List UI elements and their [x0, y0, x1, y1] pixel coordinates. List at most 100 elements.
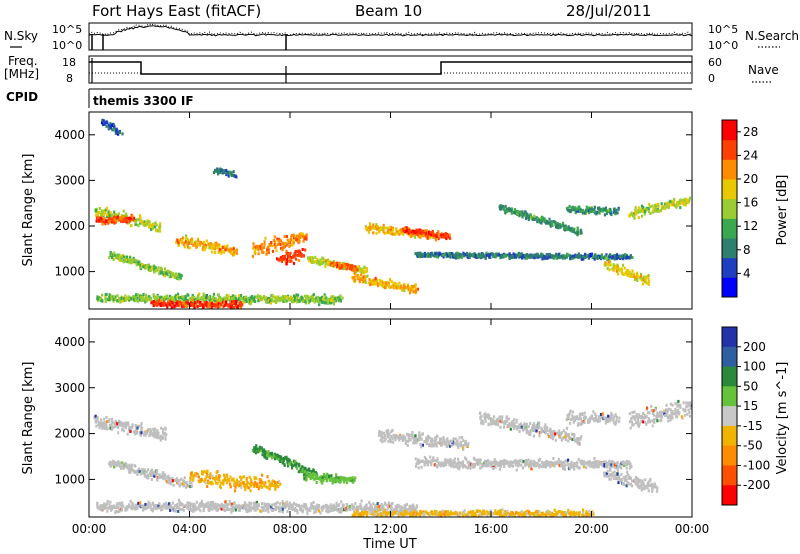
scatter-cell-15 — [584, 208, 588, 212]
scatter-cell-2 — [313, 507, 316, 511]
scatter-cell-4 — [291, 466, 294, 470]
scatter-cell-15 — [604, 206, 607, 210]
scatter-cell-4 — [262, 450, 265, 454]
scatter-cell-0 — [162, 428, 165, 431]
scatter-cell-4 — [277, 454, 280, 458]
scatter-cell-0 — [135, 222, 138, 226]
scatter-cell-0 — [161, 435, 164, 439]
scatter-cell-13 — [482, 252, 485, 256]
scatter-cell-16 — [626, 272, 629, 275]
scatter-cell-10 — [354, 278, 357, 282]
scatter-cell-15 — [571, 208, 574, 212]
scatter-cell-4 — [255, 444, 258, 448]
scatter-cell-10 — [353, 275, 356, 279]
scatter-cell-6 — [290, 233, 294, 237]
scatter-cell-3 — [296, 296, 299, 300]
freq-right-tick-low: 0 — [708, 72, 715, 85]
scatter-cell-16 — [640, 278, 643, 282]
scatter-cell-2 — [222, 505, 225, 509]
scatter-cell-8 — [365, 267, 368, 271]
scatter-cell-3 — [212, 292, 215, 296]
scatter-cell-2 — [370, 506, 373, 510]
scatter-cell-5 — [351, 476, 354, 480]
scatter-cell-19 — [222, 170, 225, 174]
scatter-cell-5 — [218, 248, 221, 252]
scatter-cell-5 — [184, 240, 188, 244]
scatter-cell-17 — [643, 212, 646, 216]
scatter-cell-2 — [131, 505, 134, 509]
scatter-cell-4 — [277, 457, 280, 461]
scatter-cell-13 — [460, 256, 463, 260]
scatter-cell-2 — [306, 512, 309, 516]
scatter-cell-6 — [483, 512, 486, 516]
scatter-cell-17 — [640, 204, 644, 208]
freq-right-tick-high: 60 — [708, 56, 722, 69]
scatter-cell-14 — [536, 220, 539, 224]
scatter-cell-13 — [600, 253, 603, 257]
scatter-cell-9 — [337, 263, 340, 267]
station-title: Fort Hays East (fitACF) — [92, 2, 261, 20]
scatter-cell-6 — [276, 243, 280, 246]
scatter-cell-14 — [524, 217, 528, 221]
scatter-cell-5 — [321, 476, 324, 479]
scatter-cell-11 — [382, 226, 385, 230]
scatter-cell-10 — [408, 286, 411, 290]
scatter-cell-4 — [203, 301, 206, 305]
scatter-cell-0 — [108, 215, 111, 218]
scatter-cell-2 — [125, 255, 129, 259]
scatter-cell-5 — [341, 476, 344, 480]
scatter-cell-13 — [466, 253, 469, 257]
scatter-cell-2 — [209, 500, 213, 504]
scatter-cell-13 — [526, 253, 529, 257]
scatter-cell-19 — [214, 169, 217, 173]
scatter-cell-1 — [129, 470, 132, 474]
scatter-cell-5 — [227, 248, 230, 252]
scatter-cell-3 — [136, 299, 139, 303]
scatter-cell-6 — [497, 511, 500, 515]
scatter-cell-17 — [649, 205, 652, 209]
scatter-cell-2 — [190, 502, 193, 506]
scatter-cell-6 — [467, 511, 470, 515]
scatter-cell-1 — [158, 475, 161, 479]
scatter-cell-6 — [500, 513, 503, 517]
scatter-cell-2 — [264, 508, 267, 512]
scatter-cell-6 — [300, 232, 303, 236]
scatter-cell-3 — [269, 484, 273, 488]
scatter-cell-0 — [131, 423, 134, 427]
scatter-cell-14 — [570, 226, 573, 230]
scatter-cell-3 — [195, 299, 198, 303]
scatter-cell-11 — [391, 228, 395, 232]
scatter-cell-3 — [276, 299, 279, 303]
scatter-cell-10 — [371, 281, 374, 285]
nsky-trace — [88, 25, 693, 37]
scatter-cell-0 — [114, 422, 117, 426]
scatter-cell-18 — [112, 123, 116, 127]
scatter-cell-2 — [225, 507, 229, 511]
scatter-cell-13 — [558, 252, 561, 256]
scatter-cell-16 — [615, 269, 618, 273]
scatter-cell-3 — [189, 478, 192, 481]
scatter-cell-2 — [166, 273, 169, 277]
scatter-cell-4 — [208, 301, 211, 305]
scatter-cell-14 — [524, 210, 527, 214]
scatter-cell-2 — [121, 505, 124, 509]
scatter-cell-13 — [533, 256, 536, 260]
scatter-cell-13 — [508, 257, 511, 261]
scatter-cell-2 — [166, 271, 169, 275]
y-tick-label: 1000 — [54, 265, 85, 279]
scatter-cell-2 — [135, 261, 138, 265]
scatter-cell-3 — [124, 294, 127, 298]
scatter-cell-6 — [305, 237, 308, 241]
scatter-cell-4 — [152, 300, 156, 303]
scatter-cell-10 — [410, 285, 413, 289]
scatter-cell-16 — [644, 275, 647, 279]
scatter-cell-7 — [289, 251, 292, 255]
scatter-cell-2 — [130, 260, 133, 264]
scatter-cell-3 — [214, 481, 218, 485]
scatter-cell-13 — [580, 257, 583, 261]
scatter-cell-17 — [652, 209, 655, 213]
scatter-cell-10 — [407, 284, 410, 288]
scatter-cell-3 — [243, 296, 246, 299]
scatter-cell-14 — [554, 220, 557, 224]
scatter-cell-3 — [311, 298, 314, 302]
